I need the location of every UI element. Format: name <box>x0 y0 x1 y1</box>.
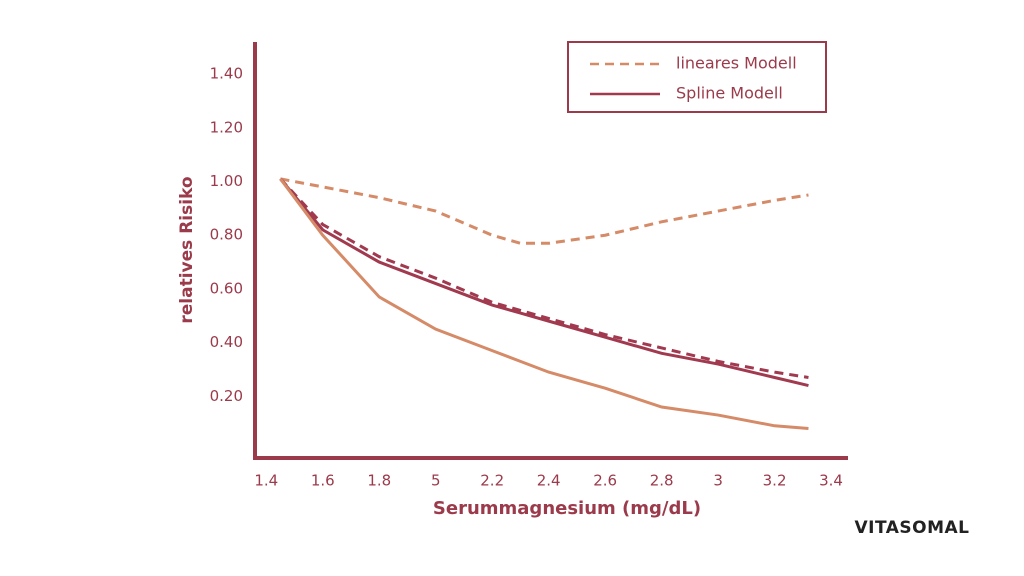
legend-label: Spline Modell <box>676 84 783 103</box>
x-tick-label: 3.2 <box>763 472 787 490</box>
y-tick-label: 1.40 <box>210 65 243 83</box>
x-tick-label: 2.6 <box>593 472 617 490</box>
x-tick-label: 3 <box>713 472 723 490</box>
x-tick-label: 1.6 <box>311 472 335 490</box>
y-tick-label: 1.20 <box>210 118 243 136</box>
x-tick-label: 2.8 <box>650 472 674 490</box>
x-tick-label: 2.2 <box>480 472 504 490</box>
y-axis-label: relatives Risiko <box>177 176 197 323</box>
y-tick-label: 0.80 <box>210 226 243 244</box>
x-tick-label: 2.4 <box>537 472 561 490</box>
legend-box <box>567 41 827 113</box>
series-line <box>279 177 809 387</box>
series-line <box>279 177 809 379</box>
brand: VITASOMAL <box>854 518 969 538</box>
y-tick-label: 1.00 <box>210 172 243 190</box>
x-tick-label: 1.8 <box>367 472 391 490</box>
y-tick-label: 0.40 <box>210 333 243 351</box>
x-tick-label: 5 <box>431 472 441 490</box>
legend-label: lineares Modell <box>676 54 797 73</box>
x-tick-label: 3.4 <box>819 472 843 490</box>
y-tick-label: 0.60 <box>210 279 243 297</box>
x-tick-label: 1.4 <box>254 472 278 490</box>
series-line <box>280 177 809 245</box>
y-tick-label: 0.20 <box>210 387 243 405</box>
series-line <box>279 177 809 430</box>
x-axis-label: Serummagnesium (mg/dL) <box>433 498 701 519</box>
